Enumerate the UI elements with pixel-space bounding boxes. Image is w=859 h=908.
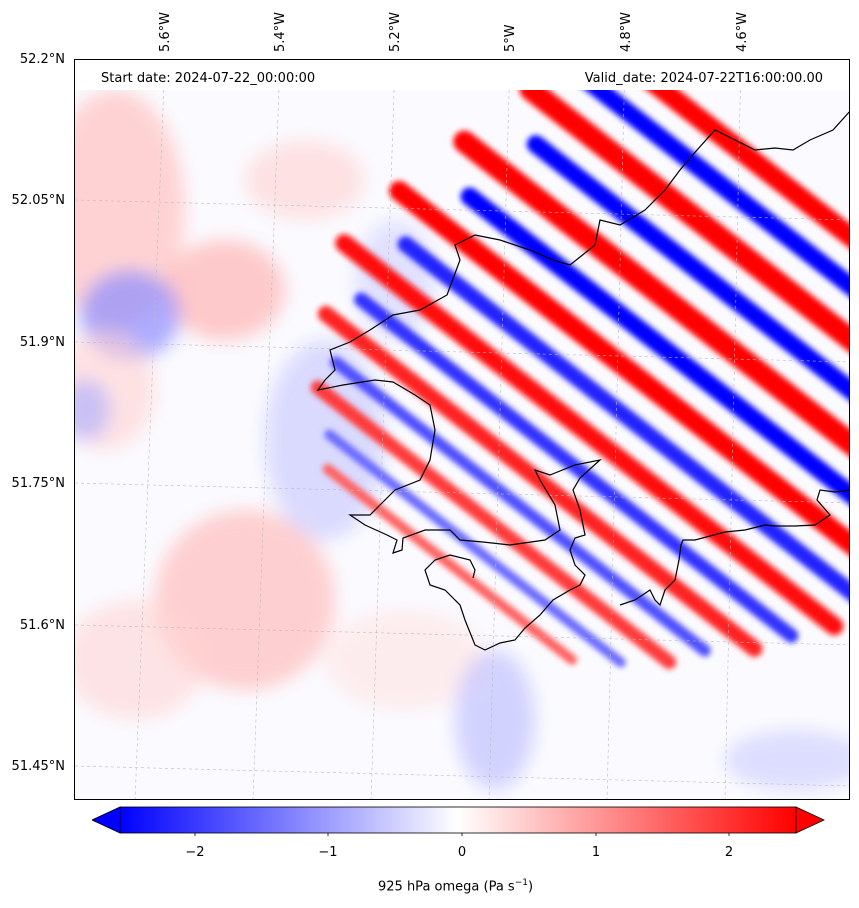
colorbar-tick-1: 1 — [591, 845, 601, 860]
colorbar-tick-neg2: −2 — [185, 845, 205, 860]
lon-label-5.6w: 5.6°W — [158, 11, 173, 52]
colorbar-label: 925 hPa omega (Pa s−1) — [378, 878, 533, 894]
start-date-label: Start date: 2024-07-22_00:00:00 — [101, 71, 316, 86]
omega-field-map — [75, 60, 849, 799]
lat-label-52.2n: 52.2°N — [19, 52, 65, 67]
colorbar-label-exponent: −1 — [514, 878, 528, 888]
lat-label-51.75n: 51.75°N — [11, 476, 65, 491]
colorbar-tick-neg1: −1 — [318, 845, 338, 860]
colorbar-max-extend — [795, 806, 825, 834]
graticule — [75, 60, 849, 799]
lat-label-51.9n: 51.9°N — [19, 335, 65, 350]
colorbar-label-text: 925 hPa omega (Pa s — [378, 879, 515, 895]
colorbar-gradient — [119, 806, 797, 834]
lon-label-4.6w: 4.6°W — [735, 11, 750, 52]
colorbar-min-extend — [92, 806, 121, 834]
lon-label-5.2w: 5.2°W — [388, 11, 403, 52]
valid-date-label: Valid_date: 2024-07-22T16:00:00.00 — [584, 71, 823, 86]
lon-label-4.8w: 4.8°W — [619, 11, 634, 52]
coastline — [316, 111, 849, 651]
colorbar-tick-2: 2 — [724, 845, 734, 860]
weak-field-layer — [75, 90, 849, 790]
colorbar-tick-0: 0 — [457, 845, 467, 860]
map-panel: Start date: 2024-07-22_00:00:00 Valid_da… — [74, 59, 850, 800]
header-band — [75, 60, 849, 90]
colorbar-tick-marks — [194, 833, 730, 836]
colorbar-label-close: ) — [527, 879, 534, 895]
lat-label-51.6n: 51.6°N — [19, 618, 65, 633]
lon-label-5.4w: 5.4°W — [273, 11, 288, 52]
lat-label-51.45n: 51.45°N — [11, 759, 65, 774]
lat-label-52.05n: 52.05°N — [11, 193, 65, 208]
colorbar — [92, 806, 825, 836]
lon-label-5w: 5°W — [503, 24, 518, 52]
